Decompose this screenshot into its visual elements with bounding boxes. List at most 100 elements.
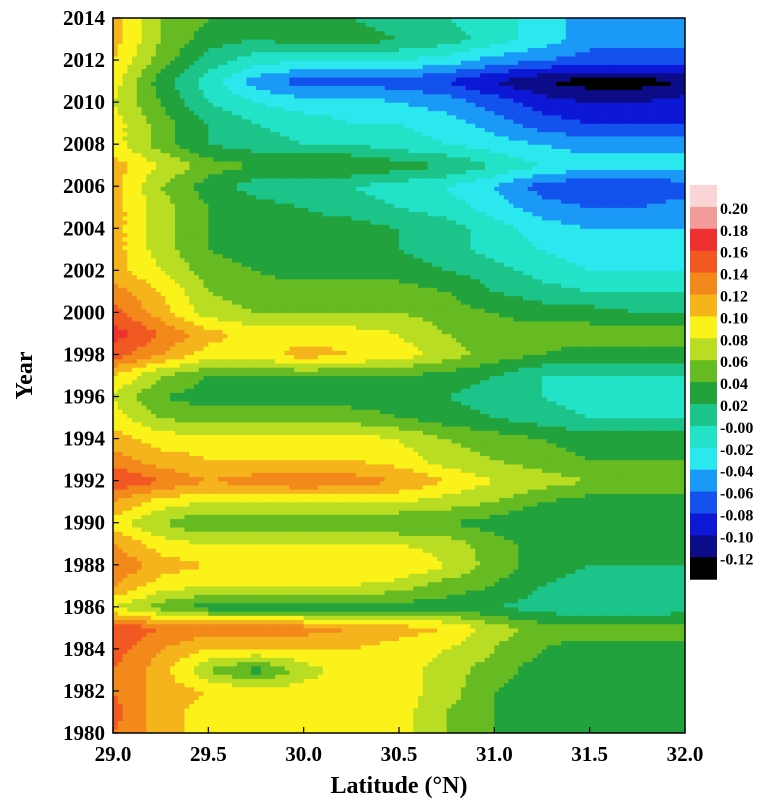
heatmap-cell xyxy=(198,564,205,570)
heatmap-cell xyxy=(599,678,605,684)
heatmap-cell xyxy=(494,564,500,570)
heatmap-cell xyxy=(222,665,228,671)
heatmap-cell xyxy=(351,556,357,562)
heatmap-cell xyxy=(475,720,481,726)
heatmap-cell xyxy=(446,615,453,621)
heatmap-cell xyxy=(179,577,186,583)
heatmap-cell xyxy=(337,686,343,692)
heatmap-cell xyxy=(141,699,147,705)
heatmap-cell xyxy=(661,678,667,684)
heatmap-cell xyxy=(246,573,252,578)
heatmap-cell xyxy=(284,619,290,625)
heatmap-cell xyxy=(680,598,685,604)
heatmap-cell xyxy=(589,627,596,633)
heatmap-cell xyxy=(184,657,190,663)
heatmap-cell xyxy=(618,707,624,713)
heatmap-cell xyxy=(589,640,596,646)
heatmap-cell xyxy=(294,564,300,570)
heatmap-cell xyxy=(294,594,300,600)
heatmap-cell xyxy=(136,648,143,654)
heatmap-cell xyxy=(475,623,481,629)
heatmap-cell xyxy=(203,653,209,658)
heatmap-cell xyxy=(317,711,324,717)
heatmap-cell xyxy=(284,564,290,570)
heatmap-cell xyxy=(470,636,476,642)
heatmap-cell xyxy=(113,695,119,700)
heatmap-cell xyxy=(198,653,205,658)
heatmap-cell xyxy=(375,669,381,675)
heatmap-cell xyxy=(470,640,476,646)
heatmap-cell xyxy=(542,707,548,713)
heatmap-cell xyxy=(236,711,243,717)
heatmap-cell xyxy=(513,560,519,566)
heatmap-cell xyxy=(317,636,324,642)
heatmap-cell xyxy=(370,644,376,650)
heatmap-cell xyxy=(341,678,348,684)
heatmap-cell xyxy=(661,606,667,612)
heatmap-cell xyxy=(346,556,352,562)
heatmap-cell xyxy=(637,674,643,679)
heatmap-cell xyxy=(451,699,457,705)
heatmap-cell xyxy=(184,728,190,733)
heatmap-cell xyxy=(389,657,395,663)
heatmap-cell xyxy=(222,568,228,574)
heatmap-cell xyxy=(656,581,662,587)
heatmap-cell xyxy=(389,560,395,566)
heatmap-cell xyxy=(379,590,386,595)
heatmap-cell xyxy=(484,678,491,684)
heatmap-cell xyxy=(275,611,281,616)
heatmap-cell xyxy=(165,581,171,587)
heatmap-cell xyxy=(632,577,638,583)
heatmap-cell xyxy=(308,556,314,562)
heatmap-cell xyxy=(546,695,553,700)
heatmap-cell xyxy=(279,564,286,570)
heatmap-cell xyxy=(603,686,610,692)
heatmap-cell xyxy=(494,636,500,642)
heatmap-cell xyxy=(613,724,619,730)
heatmap-cell xyxy=(565,686,572,692)
heatmap-cell xyxy=(475,640,481,646)
heatmap-cell xyxy=(375,716,381,721)
heatmap-cell xyxy=(437,632,443,637)
heatmap-cell xyxy=(337,560,343,566)
heatmap-cell xyxy=(589,568,596,574)
heatmap-cell xyxy=(232,695,238,700)
heatmap-cell xyxy=(170,611,176,616)
heatmap-cell xyxy=(637,678,643,684)
heatmap-cell xyxy=(632,615,638,621)
heatmap-cell xyxy=(642,636,648,642)
heatmap-cell xyxy=(184,564,190,570)
heatmap-cell xyxy=(427,711,433,717)
heatmap-cell xyxy=(270,581,276,587)
heatmap-cell xyxy=(113,665,119,671)
heatmap-cell xyxy=(322,644,329,650)
heatmap-cell xyxy=(279,556,286,562)
heatmap-cell xyxy=(565,728,572,733)
heatmap-cell xyxy=(546,686,553,692)
heatmap-cell xyxy=(275,627,281,633)
heatmap-cell xyxy=(394,669,400,675)
heatmap-cell xyxy=(418,640,424,646)
heatmap-cell xyxy=(594,720,600,726)
heatmap-cell xyxy=(151,606,157,612)
heatmap-cell xyxy=(599,703,605,709)
heatmap-cell xyxy=(399,699,405,705)
heatmap-cell xyxy=(470,568,476,574)
heatmap-cell xyxy=(413,711,419,717)
heatmap-cell xyxy=(155,653,162,658)
heatmap-cell xyxy=(399,728,405,733)
heatmap-cell xyxy=(189,598,195,604)
heatmap-cell xyxy=(365,724,371,730)
heatmap-cell xyxy=(365,682,371,688)
heatmap-cell xyxy=(670,674,677,679)
heatmap-cell xyxy=(217,556,224,562)
heatmap-cell xyxy=(294,632,300,637)
heatmap-cell xyxy=(227,665,233,671)
heatmap-cell xyxy=(174,581,181,587)
heatmap-cell xyxy=(546,720,553,726)
heatmap-cell xyxy=(670,577,677,583)
heatmap-cell xyxy=(322,707,329,713)
heatmap-cell xyxy=(608,632,615,637)
heatmap-cell xyxy=(599,606,605,612)
